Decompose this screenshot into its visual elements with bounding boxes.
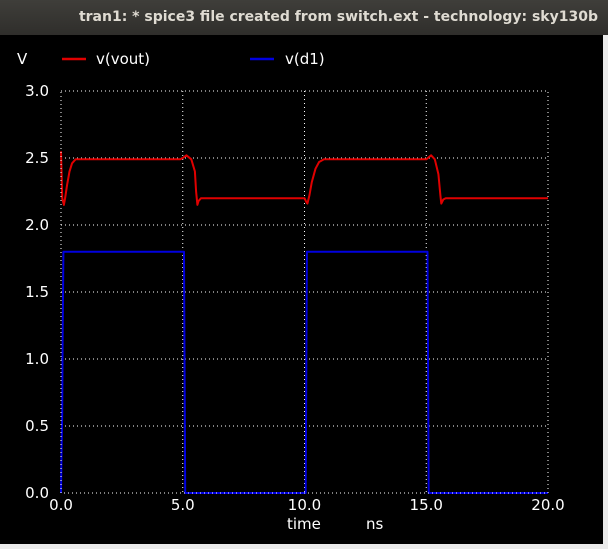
y-axis-unit-label: V bbox=[17, 50, 28, 68]
window-frame-bottom bbox=[0, 544, 608, 549]
y-tick-label: 2.0 bbox=[25, 216, 49, 234]
title-bar[interactable]: tran1: * spice3 file created from switch… bbox=[0, 0, 608, 35]
x-tick-label: 20.0 bbox=[531, 496, 564, 514]
y-tick-label: 2.5 bbox=[25, 149, 49, 167]
y-tick-label: 3.0 bbox=[25, 82, 49, 100]
x-tick-label: 0.0 bbox=[49, 496, 73, 514]
x-axis-label: time bbox=[287, 515, 321, 533]
y-tick-label: 1.5 bbox=[25, 283, 49, 301]
plot-border bbox=[60, 90, 549, 494]
series-layer bbox=[60, 151, 548, 494]
legend-label-d1: v(d1) bbox=[285, 50, 325, 68]
series-line-vd1 bbox=[60, 250, 548, 494]
x-tick-label: 5.0 bbox=[171, 496, 195, 514]
tick-labels: 0.0 5.0 10.0 15.0 20.0 0.0 0.5 1.0 1.5 2.0 2.5 3.0 bbox=[25, 82, 565, 514]
window-title: tran1: * spice3 file created from switch… bbox=[78, 9, 598, 25]
legend-label-vout: v(vout) bbox=[96, 50, 150, 68]
axes-frame bbox=[60, 90, 549, 494]
series-line-vvout bbox=[60, 151, 548, 206]
x-tick-label: 15.0 bbox=[410, 496, 443, 514]
x-axis-unit: ns bbox=[366, 515, 384, 533]
plot-area[interactable]: 0.0 5.0 10.0 15.0 20.0 0.0 0.5 1.0 1.5 2.0 2.5 3.0 … bbox=[0, 35, 603, 544]
grid-layer bbox=[61, 91, 548, 493]
y-tick-label: 0.0 bbox=[25, 484, 49, 502]
window-frame-right bbox=[603, 35, 608, 549]
y-tick-label: 0.5 bbox=[25, 417, 49, 435]
waveform-plot[interactable]: 0.0 5.0 10.0 15.0 20.00.00.51.01.52.02.53.0 … bbox=[0, 35, 603, 544]
y-tick-label: 1.0 bbox=[25, 350, 49, 368]
x-tick-label: 10.0 bbox=[288, 496, 321, 514]
legend: v(vout) v(d1) bbox=[62, 50, 325, 68]
